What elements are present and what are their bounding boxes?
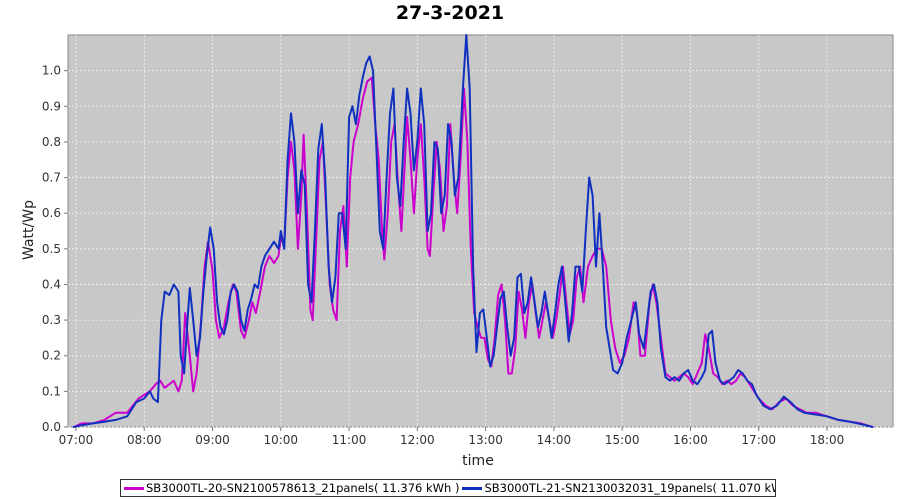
x-tick-label: 16:00	[673, 433, 708, 447]
x-tick-label: 13:00	[468, 433, 503, 447]
y-tick-label: 0.0	[42, 420, 61, 434]
y-tick-label: 0.3	[42, 313, 61, 327]
y-tick-label: 0.2	[42, 349, 61, 363]
legend-swatch	[462, 486, 483, 490]
plot-area	[67, 34, 894, 428]
x-tick-label: 07:00	[59, 433, 94, 447]
x-tick-label: 09:00	[195, 433, 230, 447]
y-tick-label: 0.1	[42, 384, 61, 398]
x-axis-label: time	[462, 453, 494, 469]
legend-label: SB3000TL-21-SN2130032031_19panels( 11.07…	[484, 481, 776, 495]
y-tick-label: 0.5	[42, 242, 61, 256]
grid-layer	[67, 34, 894, 428]
y-tick-label: 0.6	[42, 206, 61, 220]
y-axis-label: Watt/Wp	[21, 200, 37, 260]
x-tick-label: 08:00	[127, 433, 162, 447]
chart-title: 27-3-2021	[395, 2, 505, 24]
axis-layer: 0.0 0.1 0.2 0.3 0.4 0.5 0.6 0.7 0.8 0.9 1.0 07:00 08…	[42, 64, 844, 447]
series-layer	[72, 34, 874, 428]
y-tick-label: 0.7	[42, 171, 61, 185]
y-tick-label: 1.0	[42, 64, 61, 78]
legend: SB3000TL-20-SN2100578613_21panels( 11.37…	[120, 479, 776, 497]
y-tick-label: 0.4	[42, 277, 61, 291]
x-tick-label: 10:00	[263, 433, 298, 447]
x-tick-label: 12:00	[400, 433, 435, 447]
legend-item-1: SB3000TL-20-SN2100578613_21panels( 11.37…	[124, 481, 459, 495]
x-tick-label: 14:00	[537, 433, 572, 447]
y-tick-label: 0.8	[42, 135, 61, 149]
x-tick-label: 11:00	[332, 433, 367, 447]
x-tick-label: 18:00	[810, 433, 845, 447]
legend-swatch	[124, 486, 144, 490]
series-line-2	[72, 34, 874, 428]
y-tick-label: 0.9	[42, 99, 61, 113]
x-tick-label: 17:00	[741, 433, 776, 447]
x-tick-label: 15:00	[605, 433, 640, 447]
legend-label: SB3000TL-20-SN2100578613_21panels( 11.37…	[146, 481, 460, 495]
legend-item-2: SB3000TL-21-SN2130032031_19panels( 11.07…	[462, 481, 776, 495]
